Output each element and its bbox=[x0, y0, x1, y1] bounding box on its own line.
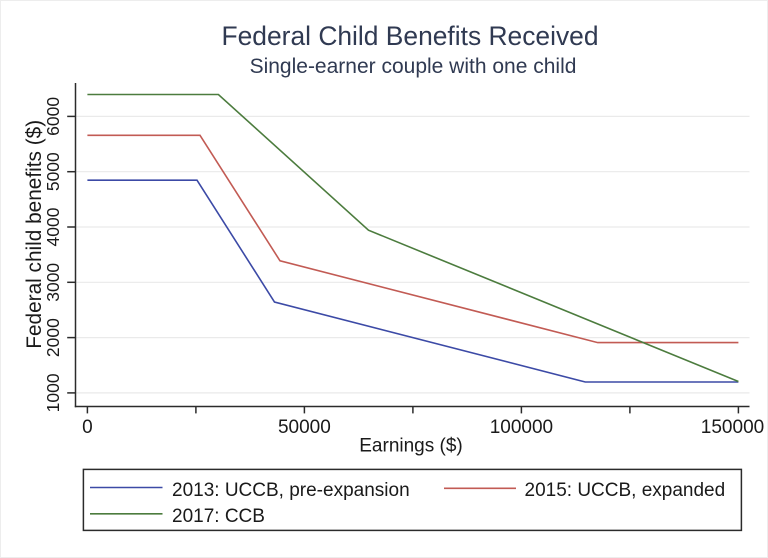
svg-text:100000: 100000 bbox=[490, 417, 553, 438]
svg-text:2017: CCB: 2017: CCB bbox=[172, 506, 265, 527]
svg-text:2000: 2000 bbox=[43, 318, 63, 357]
svg-text:150000: 150000 bbox=[701, 417, 764, 438]
svg-text:Federal Child Benefits Receive: Federal Child Benefits Received bbox=[222, 21, 599, 51]
svg-text:1000: 1000 bbox=[43, 373, 63, 412]
svg-text:Federal child benefits ($): Federal child benefits ($) bbox=[23, 120, 46, 349]
svg-text:50000: 50000 bbox=[278, 417, 331, 438]
svg-text:4000: 4000 bbox=[43, 207, 63, 246]
svg-text:2013: UCCB, pre-expansion: 2013: UCCB, pre-expansion bbox=[172, 480, 410, 501]
svg-text:Single-earner couple with one: Single-earner couple with one child bbox=[250, 55, 577, 78]
svg-text:2015: UCCB, expanded: 2015: UCCB, expanded bbox=[525, 480, 726, 501]
svg-text:0: 0 bbox=[82, 417, 93, 438]
svg-text:5000: 5000 bbox=[43, 152, 63, 191]
svg-text:3000: 3000 bbox=[43, 263, 63, 302]
svg-text:Earnings ($): Earnings ($) bbox=[359, 436, 463, 457]
svg-text:6000: 6000 bbox=[43, 97, 63, 136]
